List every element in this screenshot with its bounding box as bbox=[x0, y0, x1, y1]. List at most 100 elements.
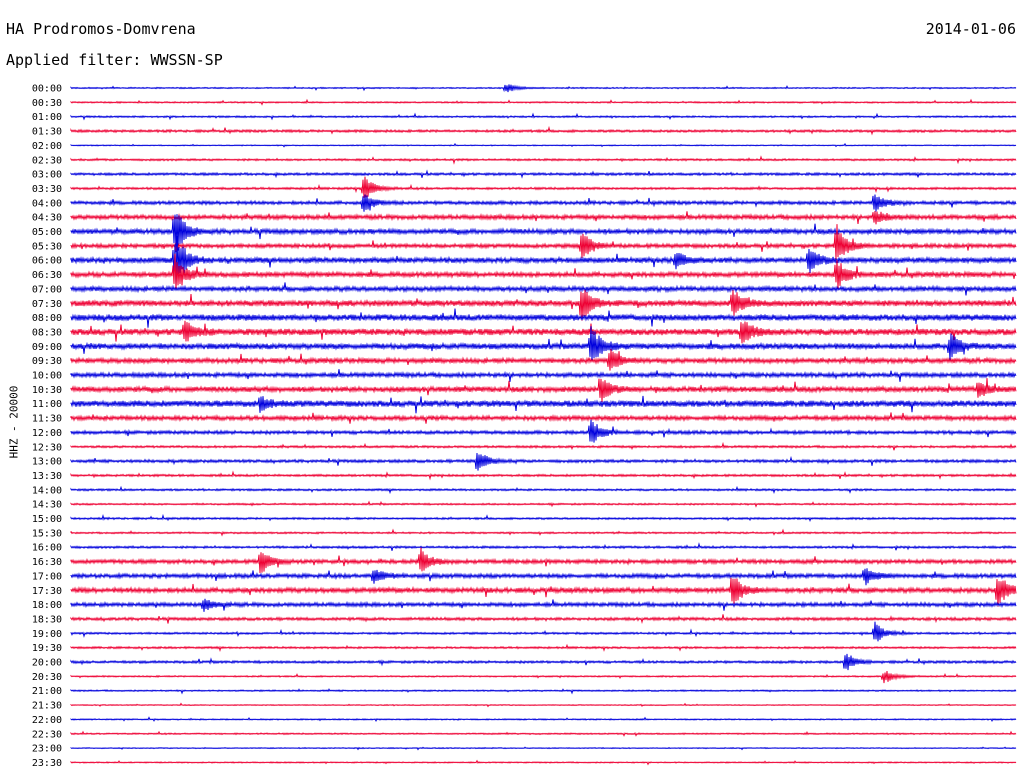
time-tick-label: 19:00 bbox=[32, 629, 62, 640]
seismic-trace-line bbox=[70, 282, 1017, 296]
time-tick-label: 22:30 bbox=[32, 729, 62, 740]
time-tick-label: 16:30 bbox=[32, 557, 62, 568]
time-tick-label: 21:30 bbox=[32, 701, 62, 712]
seismic-trace-line bbox=[70, 155, 1017, 165]
time-tick-label: 21:00 bbox=[32, 686, 62, 697]
seismic-trace-line bbox=[70, 730, 1017, 737]
seismic-trace-line bbox=[70, 125, 1017, 136]
time-tick-label: 10:30 bbox=[32, 385, 62, 396]
time-tick-label: 09:30 bbox=[32, 356, 62, 367]
time-tick-label: 11:00 bbox=[32, 399, 62, 410]
time-tick-label: 08:00 bbox=[32, 313, 62, 324]
time-tick-label: 10:00 bbox=[32, 371, 62, 382]
time-tick-label: 12:30 bbox=[32, 442, 62, 453]
time-tick-label: 19:30 bbox=[32, 643, 62, 654]
time-tick-label: 11:30 bbox=[32, 414, 62, 425]
time-tick-label: 22:00 bbox=[32, 715, 62, 726]
seismic-trace-line bbox=[70, 224, 1017, 260]
time-tick-label: 18:30 bbox=[32, 614, 62, 625]
seismic-trace-line bbox=[70, 670, 1017, 684]
time-tick-label: 00:00 bbox=[32, 84, 62, 95]
time-tick-label: 01:30 bbox=[32, 127, 62, 138]
time-tick-label: 14:00 bbox=[32, 485, 62, 496]
time-tick-label: 08:30 bbox=[32, 327, 62, 338]
seismic-trace-line bbox=[70, 653, 1017, 671]
time-tick-label: 12:00 bbox=[32, 428, 62, 439]
seismic-trace-line bbox=[70, 289, 1017, 321]
seismic-trace-line bbox=[70, 235, 1017, 286]
time-tick-label: 04:30 bbox=[32, 213, 62, 224]
time-tick-label: 01:00 bbox=[32, 112, 62, 123]
seismic-trace-line bbox=[70, 441, 1017, 451]
seismic-trace-line bbox=[70, 513, 1017, 523]
time-tick-label: 17:30 bbox=[32, 586, 62, 597]
seismic-trace-line bbox=[70, 598, 1017, 612]
time-tick-label: 05:30 bbox=[32, 241, 62, 252]
seismic-trace-line bbox=[70, 528, 1017, 537]
seismic-trace-line bbox=[70, 320, 1017, 344]
seismic-trace-line bbox=[70, 142, 1017, 148]
seismic-trace-line bbox=[70, 470, 1017, 481]
seismic-trace-line bbox=[70, 112, 1017, 121]
time-tick-label: 06:00 bbox=[32, 256, 62, 267]
time-tick-label: 20:00 bbox=[32, 658, 62, 669]
date-label: 2014-01-06 bbox=[925, 20, 1016, 38]
time-tick-label: 14:30 bbox=[32, 500, 62, 511]
seismic-trace-line bbox=[70, 98, 1017, 106]
seismic-trace-line bbox=[70, 568, 1017, 586]
seismic-trace-line bbox=[70, 688, 1017, 695]
time-tick-label: 02:30 bbox=[32, 155, 62, 166]
seismic-trace-line bbox=[70, 542, 1017, 551]
seismic-trace-line bbox=[70, 577, 1017, 607]
time-tick-label: 03:00 bbox=[32, 170, 62, 181]
seismic-trace-line bbox=[70, 214, 1017, 253]
time-tick-label: 09:00 bbox=[32, 342, 62, 353]
time-tick-label: 06:30 bbox=[32, 270, 62, 281]
seismic-trace-line bbox=[70, 643, 1017, 653]
time-tick-label: 05:00 bbox=[32, 227, 62, 238]
seismic-trace-line bbox=[70, 253, 1017, 290]
time-tick-label: 23:00 bbox=[32, 744, 62, 755]
seismic-trace-line bbox=[70, 547, 1017, 574]
time-tick-label: 15:30 bbox=[32, 528, 62, 539]
seismic-trace-line bbox=[70, 194, 1017, 212]
seismic-trace-line bbox=[70, 759, 1017, 766]
filter-label: Applied filter: WWSSN-SP bbox=[6, 51, 223, 69]
seismic-trace-line bbox=[70, 485, 1017, 495]
seismic-trace-line bbox=[70, 614, 1017, 625]
time-tick-label: 13:30 bbox=[32, 471, 62, 482]
seismic-trace-line bbox=[70, 84, 1017, 93]
time-tick-label: 16:00 bbox=[32, 543, 62, 554]
seismic-trace-line bbox=[70, 452, 1017, 471]
seismic-trace-line bbox=[70, 169, 1017, 179]
seismic-trace-line bbox=[70, 326, 1017, 362]
seismic-trace-line bbox=[70, 419, 1017, 443]
time-tick-label: 03:30 bbox=[32, 184, 62, 195]
seismic-trace-line bbox=[70, 621, 1017, 642]
seismic-trace-line bbox=[70, 349, 1017, 371]
seismic-trace-line bbox=[70, 369, 1017, 382]
seismic-trace-line bbox=[70, 308, 1017, 328]
time-tick-label: 23:30 bbox=[32, 758, 62, 769]
seismic-trace-line bbox=[70, 378, 1017, 402]
time-tick-label: 13:00 bbox=[32, 457, 62, 468]
seismic-trace-line bbox=[70, 746, 1017, 751]
time-tick-label: 00:30 bbox=[32, 98, 62, 109]
seismic-trace-line bbox=[70, 412, 1017, 424]
time-tick-label: 20:30 bbox=[32, 672, 62, 683]
time-tick-label: 17:00 bbox=[32, 571, 62, 582]
time-tick-label: 07:30 bbox=[32, 299, 62, 310]
seismic-trace-line bbox=[70, 500, 1017, 508]
time-tick-label: 18:00 bbox=[32, 600, 62, 611]
seismic-trace-line bbox=[70, 210, 1017, 225]
seismic-trace-line bbox=[70, 716, 1017, 723]
time-tick-label: 04:00 bbox=[32, 198, 62, 209]
time-tick-label: 02:00 bbox=[32, 141, 62, 152]
time-tick-label: 07:00 bbox=[32, 284, 62, 295]
time-tick-label: 15:00 bbox=[32, 514, 62, 525]
seismic-trace-line bbox=[70, 176, 1017, 198]
seismic-trace-line bbox=[70, 702, 1017, 708]
seismic-trace-line bbox=[70, 395, 1017, 414]
station-title: HA Prodromos-Domvrena bbox=[6, 20, 196, 38]
